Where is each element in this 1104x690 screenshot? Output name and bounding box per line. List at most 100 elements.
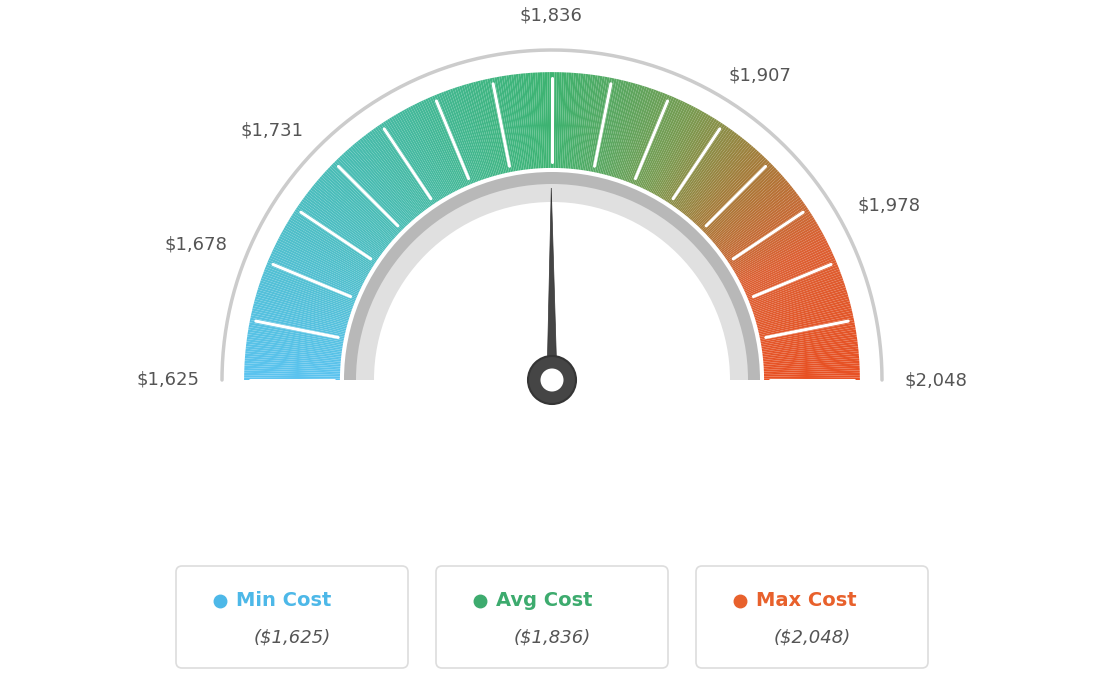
Wedge shape bbox=[282, 226, 370, 277]
Text: Max Cost: Max Cost bbox=[756, 591, 857, 610]
Text: Avg Cost: Avg Cost bbox=[496, 591, 593, 610]
Wedge shape bbox=[762, 361, 861, 368]
Wedge shape bbox=[667, 121, 724, 206]
Wedge shape bbox=[343, 149, 412, 225]
Wedge shape bbox=[410, 104, 457, 194]
Wedge shape bbox=[375, 124, 434, 207]
Wedge shape bbox=[715, 184, 794, 248]
Wedge shape bbox=[440, 90, 478, 184]
Wedge shape bbox=[762, 366, 862, 372]
FancyBboxPatch shape bbox=[696, 566, 928, 668]
Text: $1,836: $1,836 bbox=[519, 6, 582, 24]
Wedge shape bbox=[250, 308, 348, 333]
Wedge shape bbox=[487, 77, 509, 175]
Wedge shape bbox=[274, 241, 364, 288]
Wedge shape bbox=[520, 71, 532, 171]
Wedge shape bbox=[708, 171, 783, 240]
Wedge shape bbox=[588, 75, 607, 173]
Text: $1,907: $1,907 bbox=[728, 66, 790, 84]
Wedge shape bbox=[611, 82, 640, 179]
Wedge shape bbox=[284, 222, 371, 275]
Wedge shape bbox=[360, 135, 423, 215]
Wedge shape bbox=[295, 206, 379, 264]
Wedge shape bbox=[691, 148, 758, 224]
Wedge shape bbox=[542, 70, 548, 170]
Wedge shape bbox=[335, 157, 406, 230]
Wedge shape bbox=[297, 201, 380, 261]
Wedge shape bbox=[261, 273, 355, 309]
Wedge shape bbox=[499, 75, 518, 173]
Wedge shape bbox=[516, 72, 529, 171]
Wedge shape bbox=[747, 268, 842, 306]
Wedge shape bbox=[651, 107, 701, 196]
Wedge shape bbox=[707, 170, 782, 239]
Wedge shape bbox=[753, 289, 849, 320]
Wedge shape bbox=[491, 75, 512, 174]
Wedge shape bbox=[277, 235, 367, 283]
Wedge shape bbox=[646, 103, 692, 193]
Wedge shape bbox=[266, 259, 359, 299]
Wedge shape bbox=[253, 298, 350, 326]
Wedge shape bbox=[658, 112, 710, 199]
Wedge shape bbox=[692, 149, 761, 225]
Text: ($1,836): ($1,836) bbox=[513, 629, 591, 647]
Wedge shape bbox=[456, 84, 489, 180]
Text: $1,678: $1,678 bbox=[164, 236, 227, 254]
Wedge shape bbox=[352, 141, 418, 219]
Wedge shape bbox=[253, 296, 350, 324]
Wedge shape bbox=[699, 159, 772, 232]
Wedge shape bbox=[681, 135, 744, 215]
Wedge shape bbox=[762, 371, 862, 375]
Wedge shape bbox=[754, 298, 851, 326]
Wedge shape bbox=[737, 235, 827, 283]
Wedge shape bbox=[243, 353, 342, 364]
Wedge shape bbox=[754, 296, 851, 324]
Wedge shape bbox=[511, 72, 526, 172]
Wedge shape bbox=[269, 250, 361, 293]
Wedge shape bbox=[690, 146, 757, 222]
Wedge shape bbox=[248, 313, 347, 336]
Wedge shape bbox=[445, 88, 481, 183]
Wedge shape bbox=[319, 173, 395, 241]
Wedge shape bbox=[279, 230, 368, 280]
Wedge shape bbox=[263, 266, 357, 304]
Wedge shape bbox=[684, 139, 750, 218]
Wedge shape bbox=[686, 141, 752, 219]
Wedge shape bbox=[603, 79, 629, 177]
Wedge shape bbox=[503, 73, 521, 172]
Wedge shape bbox=[528, 71, 538, 170]
Wedge shape bbox=[741, 244, 831, 289]
Wedge shape bbox=[449, 87, 484, 182]
Wedge shape bbox=[655, 110, 705, 197]
Wedge shape bbox=[308, 186, 389, 250]
Wedge shape bbox=[337, 156, 407, 229]
Wedge shape bbox=[246, 326, 346, 346]
Wedge shape bbox=[243, 358, 342, 367]
Wedge shape bbox=[615, 84, 648, 180]
Wedge shape bbox=[739, 237, 828, 285]
Wedge shape bbox=[729, 212, 814, 268]
Wedge shape bbox=[246, 329, 344, 347]
Wedge shape bbox=[364, 132, 426, 213]
Wedge shape bbox=[245, 336, 344, 352]
Wedge shape bbox=[250, 310, 348, 334]
Wedge shape bbox=[302, 194, 384, 255]
Wedge shape bbox=[331, 161, 403, 233]
Wedge shape bbox=[760, 336, 859, 352]
Wedge shape bbox=[761, 348, 861, 360]
Wedge shape bbox=[597, 77, 622, 175]
Wedge shape bbox=[761, 351, 861, 362]
Wedge shape bbox=[762, 363, 861, 370]
Wedge shape bbox=[370, 128, 429, 210]
Wedge shape bbox=[392, 113, 445, 200]
Wedge shape bbox=[595, 77, 617, 175]
Wedge shape bbox=[286, 218, 373, 272]
Wedge shape bbox=[762, 355, 861, 365]
Wedge shape bbox=[508, 72, 524, 172]
Wedge shape bbox=[761, 341, 860, 355]
Wedge shape bbox=[573, 72, 586, 171]
Wedge shape bbox=[614, 83, 646, 180]
Wedge shape bbox=[613, 83, 644, 179]
Wedge shape bbox=[298, 200, 381, 259]
Wedge shape bbox=[734, 226, 822, 277]
